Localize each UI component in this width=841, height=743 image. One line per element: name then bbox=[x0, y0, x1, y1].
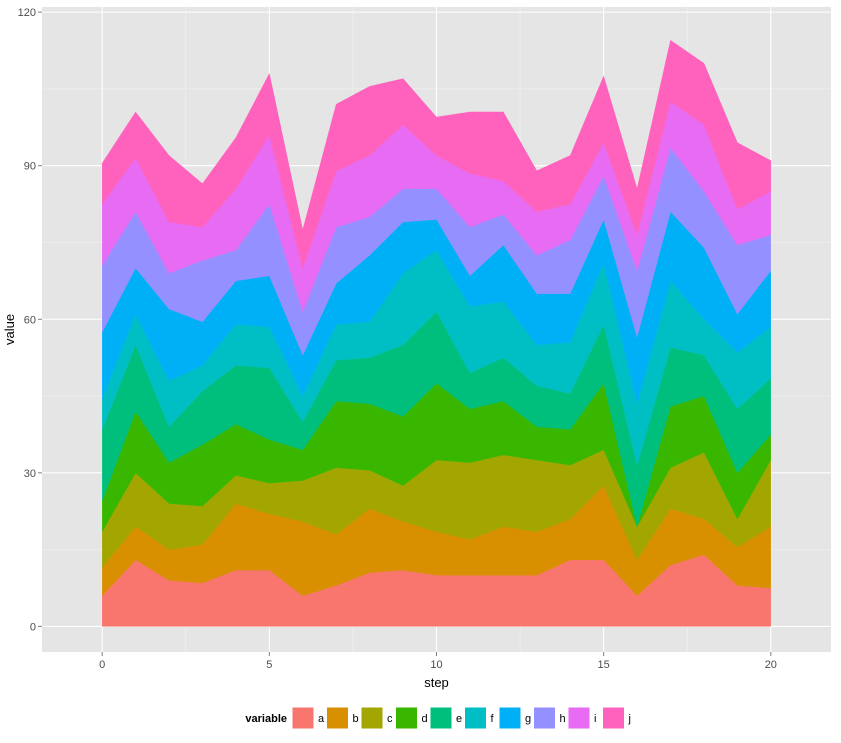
y-tick-label: 0 bbox=[30, 621, 36, 633]
y-axis-title: value bbox=[2, 314, 17, 345]
legend-key-c bbox=[360, 706, 384, 730]
x-axis-title: step bbox=[424, 675, 449, 690]
legend-key-d bbox=[395, 706, 418, 730]
legend-label-g: g bbox=[525, 713, 531, 725]
legend-key-e bbox=[429, 706, 453, 730]
x-tick-label: 15 bbox=[598, 659, 610, 671]
legend-key-j bbox=[602, 706, 625, 730]
area-series bbox=[101, 39, 772, 627]
legend-label-h: h bbox=[560, 713, 566, 725]
x-tick-label: 0 bbox=[99, 659, 105, 671]
legend-label-d: d bbox=[422, 713, 428, 725]
y-axis-ticks: 0 30 60 90 120 bbox=[18, 7, 42, 633]
legend-label-j: j bbox=[628, 713, 631, 725]
y-tick-label: 120 bbox=[18, 7, 36, 19]
legend-title: variable bbox=[245, 713, 287, 725]
legend: variable a b c d e f g h i j bbox=[245, 706, 631, 730]
legend-key-b bbox=[326, 706, 349, 730]
y-tick-label: 30 bbox=[24, 468, 36, 480]
area-series-j bbox=[101, 39, 772, 269]
legend-key-f bbox=[464, 706, 487, 730]
legend-key-i bbox=[567, 706, 591, 730]
legend-key-a bbox=[291, 706, 315, 730]
legend-label-f: f bbox=[491, 713, 495, 725]
legend-label-a: a bbox=[318, 713, 325, 725]
legend-label-c: c bbox=[387, 713, 393, 725]
y-tick-label: 90 bbox=[24, 161, 36, 173]
legend-label-b: b bbox=[353, 713, 359, 725]
legend-label-i: i bbox=[594, 713, 596, 725]
x-tick-label: 20 bbox=[765, 659, 777, 671]
y-tick-label: 60 bbox=[24, 314, 36, 326]
legend-label-e: e bbox=[456, 713, 462, 725]
legend-key-g bbox=[498, 706, 522, 730]
x-axis-ticks: 0 5 10 15 20 bbox=[99, 652, 777, 671]
x-tick-label: 5 bbox=[266, 659, 272, 671]
x-tick-label: 10 bbox=[430, 659, 442, 671]
legend-key-h bbox=[533, 706, 556, 730]
